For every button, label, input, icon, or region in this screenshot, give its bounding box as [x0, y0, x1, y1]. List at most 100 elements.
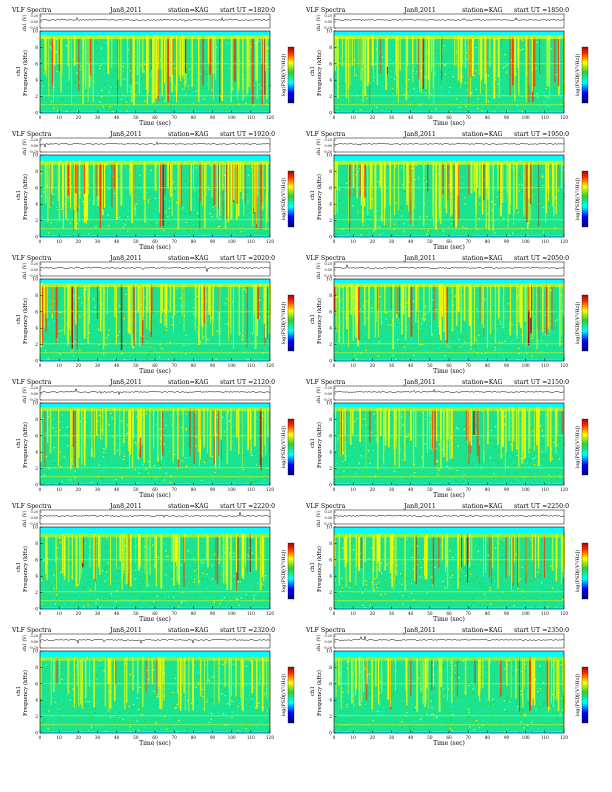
speckle-dot — [492, 342, 494, 344]
trace-tick-label: 0.00 — [324, 144, 332, 148]
sferic-streak — [100, 408, 101, 440]
speckle-dot — [223, 208, 225, 210]
trace-axis-label: ch1 (V) — [315, 14, 322, 31]
speckle-dot — [225, 303, 227, 305]
trace-frame — [39, 385, 271, 401]
x-tick-label: 90 — [504, 115, 510, 120]
speckle-dot — [496, 343, 498, 345]
y-tick-label: 6 — [35, 310, 38, 315]
speckle-dot — [169, 482, 171, 484]
speckle-dot — [145, 344, 148, 346]
speckle-dot — [146, 331, 148, 333]
sferic-streak — [457, 161, 459, 196]
speckle-dot — [517, 174, 519, 176]
speckle-dot — [364, 219, 366, 221]
x-tick-label: 100 — [228, 115, 236, 120]
speckle-dot — [138, 342, 140, 344]
sferic-streak — [526, 161, 528, 223]
speckle-dot — [143, 335, 145, 337]
sferic-streak — [250, 409, 252, 454]
sferic-streak — [267, 286, 268, 340]
speckle-dot — [543, 288, 545, 290]
sferic-streak — [369, 163, 372, 210]
speckle-dot — [183, 464, 186, 466]
speckle-dot — [56, 206, 58, 208]
sferic-streak — [213, 162, 216, 206]
panel-station: station=KAG — [462, 255, 503, 262]
trace-tick-label: 0.20 — [30, 14, 38, 18]
speckle-dot — [461, 291, 463, 293]
speckle-dot — [43, 91, 45, 93]
speckle-dot — [239, 313, 241, 315]
speckle-dot — [404, 349, 406, 351]
speckle-dot — [502, 102, 504, 104]
speckle-dot — [81, 302, 83, 304]
speckle-dot — [103, 440, 105, 442]
speckle-dot — [108, 334, 110, 336]
speckle-dot — [170, 479, 172, 481]
speckle-dot — [376, 180, 378, 182]
speckle-dot — [73, 355, 75, 357]
x-tick-label: 0 — [39, 487, 42, 492]
speckle-dot — [193, 202, 195, 204]
speckle-dot — [118, 86, 120, 88]
speckle-dot — [217, 226, 219, 228]
sferic-streak — [149, 407, 151, 468]
sferic-streak — [67, 36, 69, 66]
speckle-dot — [50, 475, 52, 477]
sferic-streak — [142, 284, 144, 321]
speckle-dot — [118, 311, 120, 313]
speckle-dot — [513, 309, 515, 311]
trace-frame — [333, 13, 565, 29]
speckle-dot — [369, 216, 371, 218]
sferic-streak — [111, 38, 113, 68]
speckle-dot — [342, 108, 344, 110]
speckle-dot — [409, 181, 411, 184]
speckle-dot — [259, 182, 261, 184]
speckle-dot — [213, 85, 215, 87]
sferic-streak — [371, 36, 374, 67]
speckle-dot — [162, 475, 164, 477]
sferic-streak — [213, 283, 214, 321]
speckle-dot — [511, 215, 513, 218]
speckle-dot — [424, 56, 426, 58]
sferic-streak — [266, 37, 268, 100]
speckle-dot — [85, 439, 87, 441]
sferic-streak — [257, 283, 259, 320]
speckle-dot — [47, 296, 50, 298]
speckle-dot — [180, 205, 182, 207]
speckle-dot — [561, 323, 564, 325]
speckle-dot — [492, 308, 494, 310]
speckle-dot — [267, 229, 269, 231]
sferic-streak — [179, 38, 181, 80]
speckle-dot — [237, 231, 239, 233]
speckle-dot — [530, 349, 532, 351]
speckle-dot — [206, 73, 208, 76]
speckle-dot — [182, 88, 184, 90]
speckle-dot — [248, 314, 250, 316]
speckle-dot — [552, 220, 554, 222]
sferic-streak — [530, 283, 532, 318]
speckle-dot — [522, 206, 524, 208]
speckle-dot — [260, 469, 262, 471]
x-tick-label: 100 — [522, 363, 530, 368]
sferic-streak — [221, 36, 223, 102]
speckle-dot — [241, 71, 243, 73]
speckle-dot — [421, 103, 423, 105]
speckle-dot — [419, 202, 421, 204]
speckle-dot — [374, 40, 376, 42]
speckle-dot — [189, 347, 191, 349]
speckle-dot — [338, 64, 340, 66]
speckle-dot — [187, 443, 189, 445]
speckle-dot — [359, 224, 361, 226]
speckle-dot — [126, 462, 128, 464]
sferic-streak — [480, 36, 481, 94]
speckle-dot — [129, 90, 131, 92]
speckle-dot — [193, 313, 195, 315]
sferic-streak — [470, 161, 473, 194]
speckle-dot — [268, 66, 270, 68]
speckle-dot — [150, 200, 153, 202]
speckle-dot — [67, 445, 69, 447]
speckle-dot — [562, 192, 564, 194]
speckle-dot — [211, 456, 214, 458]
